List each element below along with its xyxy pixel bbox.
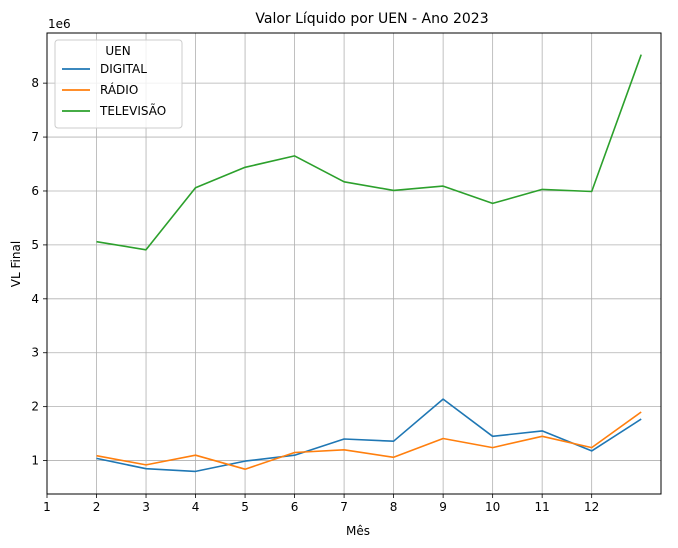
y-tick-label: 7: [31, 130, 39, 144]
y-axis: 1 2 3 4 5 6 7 8: [31, 76, 47, 468]
x-tick-label: 3: [142, 500, 150, 514]
x-tick-label: 5: [241, 500, 249, 514]
legend-box: [54, 39, 183, 129]
legend-title: UEN: [105, 44, 130, 58]
y-tick-label: 6: [31, 184, 39, 198]
legend-label-radio: RÁDIO: [100, 82, 138, 97]
y-tick-label: 3: [31, 346, 39, 360]
x-tick-label: 2: [93, 500, 101, 514]
x-tick-label: 4: [192, 500, 200, 514]
legend-label-digital: DIGITAL: [100, 62, 147, 76]
x-tick-label: 6: [291, 500, 299, 514]
series-line-digital: [96, 398, 642, 473]
x-axis: 1 2 3 4 5 6 7 8 9 10 11 12: [43, 494, 599, 514]
y-tick-label: 8: [31, 76, 39, 90]
x-tick-label: 8: [390, 500, 398, 514]
x-axis-label: Mês: [346, 524, 370, 538]
y-tick-label: 5: [31, 238, 39, 252]
legend-label-televisao: TELEVISÃO: [99, 103, 166, 118]
series-line-radio: [96, 411, 642, 471]
x-tick-label: 9: [439, 500, 447, 514]
chart-title: Valor Líquido por UEN - Ano 2023: [255, 11, 488, 27]
x-tick-label: 10: [485, 500, 500, 514]
y-tick-label: 1: [31, 454, 39, 468]
x-tick-label: 1: [43, 500, 51, 514]
x-tick-label: 7: [340, 500, 348, 514]
y-axis-label: VL Final: [9, 241, 23, 287]
y-tick-label: 4: [31, 292, 39, 306]
series-line-televisao: [96, 54, 642, 251]
legend: UEN DIGITAL RÁDIO TELEVISÃO: [54, 39, 183, 129]
x-tick-label: 12: [584, 500, 599, 514]
plot-frame: [46, 32, 662, 495]
y-offset-label: 1e6: [48, 17, 71, 31]
grid: [46, 33, 661, 494]
series-group: [96, 54, 642, 473]
x-tick-label: 11: [535, 500, 550, 514]
y-tick-label: 2: [31, 400, 39, 414]
